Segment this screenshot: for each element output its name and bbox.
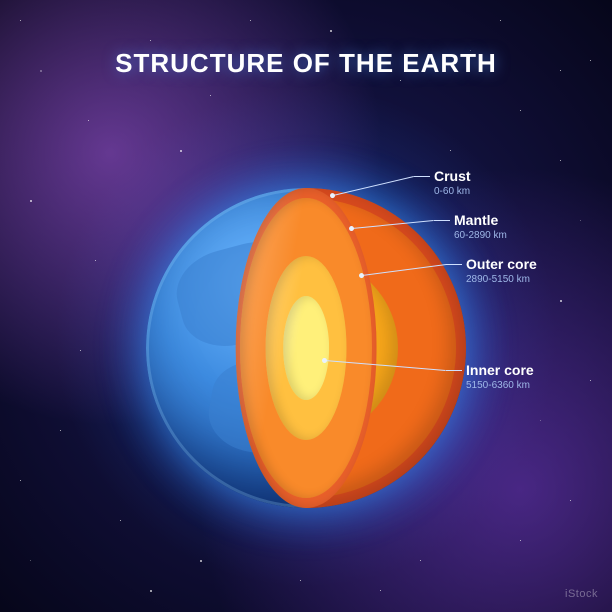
face-inner-core (283, 296, 329, 400)
diagram-title: STRUCTURE OF THE EARTH (0, 48, 612, 79)
watermark: iStock (565, 588, 598, 600)
earth-structure-infographic: STRUCTURE OF THE EARTH Crust0-60 kmMantl… (0, 0, 612, 612)
cutaway-face (146, 188, 306, 508)
cutaway (146, 188, 466, 508)
